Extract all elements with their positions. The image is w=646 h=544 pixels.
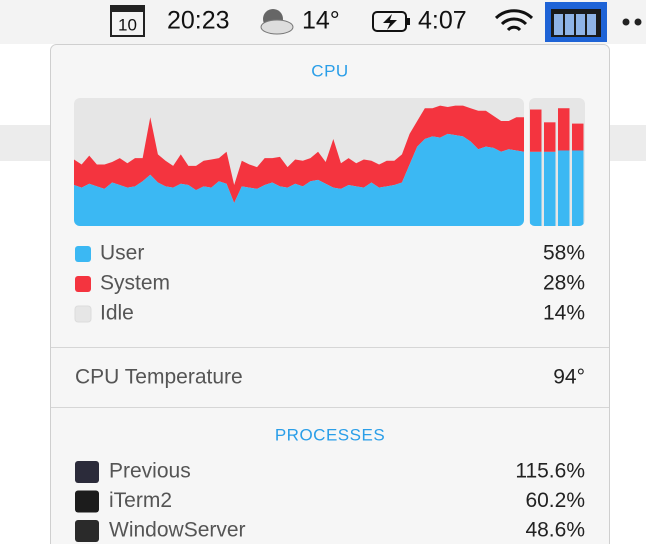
legend-swatch [75, 276, 91, 292]
core-user [530, 151, 542, 226]
process-row[interactable]: Previous 115.6% [75, 460, 585, 483]
cpu-history [74, 98, 524, 226]
process-name: iTerm2 [109, 489, 172, 512]
process-row[interactable]: WindowServer 48.6% [75, 519, 585, 542]
clock[interactable]: 20:23 [167, 7, 230, 35]
process-value: 48.6% [525, 519, 585, 542]
battery-frame [372, 11, 407, 32]
process-icon [75, 520, 99, 542]
process-name: WindowServer [109, 519, 246, 542]
core-system [544, 122, 556, 152]
cpu-cores [529, 98, 585, 226]
process-icon [75, 490, 99, 513]
core-user [544, 151, 556, 226]
menu-bar [0, 0, 646, 44]
legend-label: User [100, 242, 144, 265]
icon-bar [554, 14, 563, 35]
legend-swatch [74, 305, 92, 323]
calendar-top [111, 6, 144, 12]
process-name: Previous [109, 460, 191, 483]
legend: User 58% System 28% Idle 14% [74, 242, 585, 325]
battery-icon[interactable] [372, 11, 410, 32]
section-title: PROCESSES [275, 425, 385, 444]
legend-value: 58% [543, 242, 585, 265]
core-system [558, 108, 570, 151]
wifi-arc [506, 25, 522, 32]
weather-cloud [260, 19, 294, 35]
battery-bolt [383, 14, 397, 30]
calendar-icon[interactable]: 10 [110, 5, 145, 37]
process-value: 115.6% [515, 460, 585, 483]
icon-bar [587, 14, 596, 35]
process-row[interactable]: iTerm2 60.2% [75, 489, 585, 513]
wifi-arc [494, 9, 534, 20]
process-list: Previous 115.6% iTerm2 60.2% WindowServer 48.… [75, 460, 585, 542]
icon-bar [576, 14, 585, 35]
legend-label: System [100, 272, 170, 295]
core-user [572, 150, 584, 226]
system-area [74, 105, 524, 203]
legend-swatch [75, 246, 91, 262]
core-user [558, 150, 570, 226]
core-system [572, 123, 584, 151]
wifi-arc [500, 17, 528, 26]
more-dot[interactable] [622, 18, 630, 26]
user-area [74, 133, 524, 226]
core-system [530, 109, 542, 152]
battery-tip [407, 18, 410, 25]
legend-label: Idle [100, 302, 134, 325]
calendar-day: 10 [118, 15, 137, 34]
process-value: 60.2% [525, 489, 585, 512]
more-dot[interactable] [634, 18, 642, 26]
wifi-icon[interactable] [494, 9, 534, 32]
temperature[interactable]: 14° [302, 7, 340, 35]
icon-bar [565, 14, 574, 35]
cpu-menu-icon[interactable] [545, 2, 607, 42]
temperature-value: 94° [553, 366, 585, 389]
legend-value: 14% [543, 302, 585, 325]
weather-icon[interactable] [260, 9, 294, 35]
legend-value: 28% [543, 272, 585, 295]
section-title: CPU [311, 61, 348, 80]
battery-time[interactable]: 4:07 [418, 7, 467, 35]
process-icon [75, 461, 99, 483]
temperature-label: CPU Temperature [75, 366, 243, 389]
